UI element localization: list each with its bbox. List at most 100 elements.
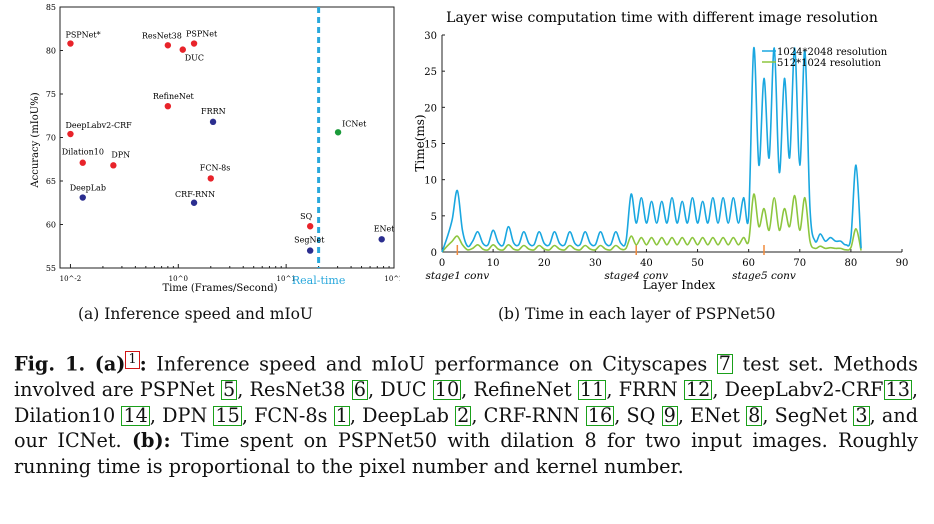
y-tick-label: 0 [431,248,437,259]
caption-part-b: (b): [131,429,171,453]
stage-label: stage4 conv [604,270,668,282]
caption-text: , DUC [367,377,433,401]
data-point [67,130,74,138]
citation-link[interactable]: 7 [716,352,733,376]
caption-text: , CRF-RNN [471,403,586,427]
caption-text: Time spent on PSPNet50 with dilation 8 f… [14,429,918,478]
y-tick-label: 30 [424,31,437,42]
caption-text: , SQ [614,403,662,427]
y-tick-label: 85 [46,3,56,12]
y-tick-label: 55 [46,264,56,273]
data-point-label: ResNet38 [142,31,182,40]
x-tick-label: 10 [487,258,500,269]
caption-text: , FRRN [606,377,684,401]
realtime-label: Real-time [292,274,345,287]
citation-link[interactable]: 13 [883,377,912,401]
data-point-label: RefineNet [153,92,195,101]
stage-annotations: stage1 conv stage4 conv stage5 conv [425,245,796,282]
citation-link[interactable]: 16 [585,403,615,427]
citation-link[interactable]: 3 [853,403,870,427]
data-point [209,118,217,126]
y-tick-label: 70 [46,134,56,143]
y-tick-label: 65 [46,177,56,186]
series-line [441,47,862,253]
x-tick-label: 0 [439,258,445,269]
x-tick-label: 10^0 [169,275,188,283]
citation-link[interactable]: 5 [221,377,238,401]
data-point-label: DPN [111,150,130,159]
legend: 1024*2048 resolution 512*1024 resolution [762,47,888,69]
data-point [110,162,117,169]
subcaption-b: (b) Time in each layer of PSPNet50 [498,305,776,323]
plot-frame [59,6,395,269]
data-point-label: ICNet [342,119,367,128]
y-axis-ticks: 55 60 65 70 75 80 85 [46,3,63,273]
data-point [190,199,198,206]
data-point-label: FRRN [201,107,226,116]
data-point [306,223,314,230]
data-point-label: PSPNet* [65,31,100,40]
legend-label-512: 512*1024 resolution [777,58,881,69]
y-axis-label: Time(ms) [413,114,427,171]
caption-text: , RefineNet [461,377,578,401]
data-point [164,42,172,49]
data-point-label: DeepLab [70,184,106,193]
citation-link[interactable]: 15 [213,403,242,427]
data-point [79,194,86,201]
citation-link[interactable]: 12 [683,377,713,401]
citation-link[interactable]: 14 [121,403,150,427]
chart-title: Layer wise computation time with differe… [446,10,878,26]
y-tick-label: 10 [424,176,437,187]
stage-label: stage1 conv [425,270,489,282]
data-point-label: FCN-8s [200,163,231,172]
y-tick-label: 20 [424,103,437,114]
caption-text: , DeepLabv2-CRF [712,377,884,401]
y-tick-label: 80 [46,47,56,56]
data-point [207,175,214,182]
y-tick-label: 5 [431,212,437,223]
data-point-label: Dilation10 [62,148,104,157]
caption-text: , and our ICNet. [14,403,918,453]
caption-text: , FCN-8s [241,403,334,427]
caption-colon-a: : [139,352,147,376]
x-tick-label: 10^-2 [60,275,82,283]
data-point-label: DeepLabv2-CRF [65,121,132,130]
caption-text: , ResNet38 [237,377,352,401]
stage-label: stage5 conv [732,270,796,282]
x-axis-label: Time (Frames/Second) [162,283,277,294]
scatter-points: PSPNet* ResNet38 PSPNet DUC RefineNet FRRN Dee… [62,30,395,254]
caption-fig-label: Fig. 1. [14,352,86,376]
caption-text: , Dilation10 [14,377,919,427]
citation-link[interactable]: 10 [432,377,462,401]
y-axis-label: Accuracy (mIoU%) [30,92,41,188]
data-point [334,129,342,136]
caption-text: , SegNet [762,403,854,427]
x-tick-label: 90 [896,258,909,269]
x-tick-label: 70 [793,258,806,269]
x-tick-label: 10^2 [384,275,400,283]
data-point-label: DUC [185,54,204,63]
figure-b-line-chart: Layer wise computation time with differe… [413,10,909,292]
footnote-link[interactable]: 1 [125,351,140,369]
citation-link[interactable]: 9 [661,403,678,427]
x-tick-label: 30 [589,258,602,269]
series-line [441,193,862,253]
x-tick-label: 20 [538,258,551,269]
citation-link[interactable]: 6 [351,377,368,401]
citation-link[interactable]: 8 [746,403,763,427]
x-tick-label: 40 [640,258,653,269]
figure-caption: Fig. 1. (a) 1: Inference speed and mIoU p… [14,351,918,479]
caption-part-a: (a) [94,352,126,376]
series-lines [441,47,862,253]
x-tick-label: 50 [691,258,704,269]
data-point-label: CRF-RNN [175,190,215,199]
data-point [179,46,186,53]
citation-link[interactable]: 11 [577,377,607,401]
citation-link[interactable]: 2 [455,403,472,427]
citation-link[interactable]: 1 [333,403,350,427]
y-axis-ticks: 0 5 10 15 20 25 30 [424,31,445,259]
data-point-label: SegNet [294,236,325,245]
data-point-label: SQ [300,212,312,221]
caption-text: test set. Methods involved are PSPNet [14,352,918,401]
y-tick-label: 25 [424,67,437,78]
